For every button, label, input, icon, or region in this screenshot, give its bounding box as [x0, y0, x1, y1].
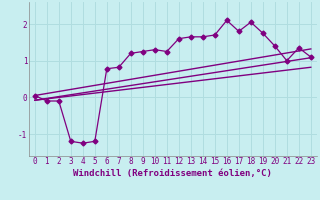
X-axis label: Windchill (Refroidissement éolien,°C): Windchill (Refroidissement éolien,°C)	[73, 169, 272, 178]
